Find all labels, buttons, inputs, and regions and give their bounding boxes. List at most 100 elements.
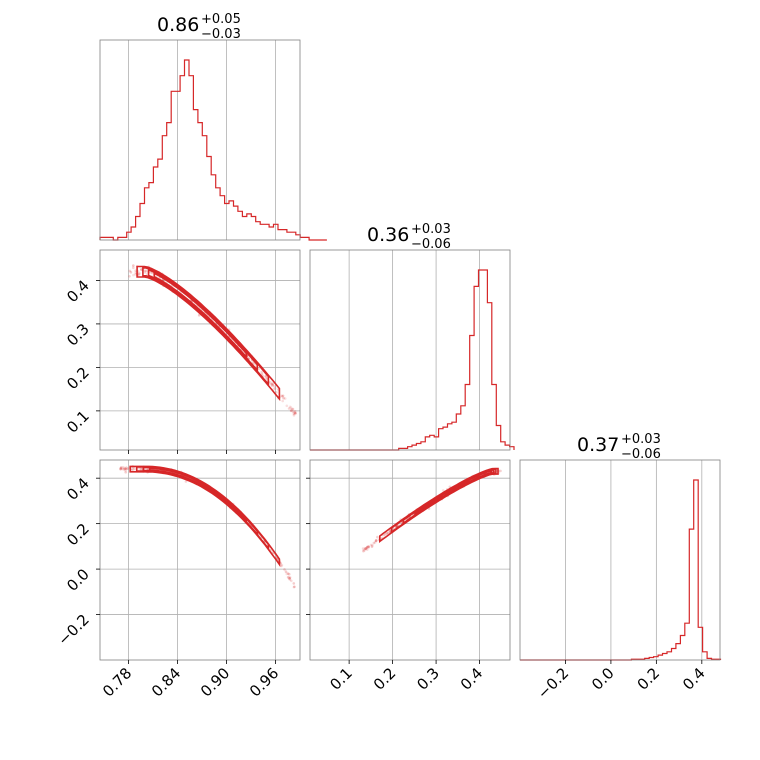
- sample-point: [293, 411, 297, 415]
- sample-point: [123, 468, 126, 471]
- sample-point: [271, 383, 275, 387]
- sample-point: [283, 568, 286, 571]
- title-2-plus: +0.03: [621, 432, 661, 447]
- sample-point: [287, 572, 291, 576]
- sample-point: [271, 382, 274, 386]
- sample-point: [121, 467, 125, 471]
- sample-point: [260, 372, 264, 376]
- sample-point: [292, 582, 296, 585]
- data-layer: [99, 59, 722, 661]
- sample-point: [137, 273, 141, 276]
- xtick-label-0-1: 0.84: [148, 664, 184, 700]
- panel-2_1-frame: [309, 459, 511, 661]
- sample-point: [197, 313, 201, 317]
- sample-point: [364, 547, 367, 550]
- xtick-label-1-0: 0.1: [326, 664, 356, 694]
- sample-point: [126, 467, 129, 471]
- contour-level-0: [149, 467, 248, 524]
- sample-point: [132, 266, 135, 270]
- ytick-label-2-2: 0.2: [63, 520, 93, 550]
- sample-point: [270, 384, 274, 388]
- sample-point: [367, 545, 370, 548]
- sample-point: [362, 550, 365, 553]
- contour-level-3: [379, 467, 499, 544]
- histogram-0: [99, 59, 327, 241]
- sample-point: [374, 539, 378, 542]
- sample-point: [385, 532, 388, 535]
- sample-point: [264, 375, 267, 378]
- title-0-minus: −0.03: [201, 27, 241, 42]
- contour-level-2: [142, 266, 270, 387]
- ytick-label-1-1: 0.2: [63, 363, 93, 393]
- sample-point: [386, 531, 390, 535]
- title-1-median: 0.36: [367, 224, 409, 246]
- xtick-label-1-3: 0.4: [457, 664, 487, 694]
- xtick-label-0-2: 0.90: [197, 664, 233, 700]
- sample-point: [280, 394, 283, 398]
- sample-point: [260, 370, 263, 374]
- sample-point: [290, 579, 293, 583]
- sample-point: [123, 467, 127, 471]
- xtick-label-2-1: 0.0: [588, 664, 618, 694]
- sample-point: [366, 545, 369, 549]
- panel-1_0-frame: [99, 249, 301, 451]
- title-2-median: 0.37: [577, 434, 619, 456]
- sample-point: [288, 405, 292, 409]
- sample-point: [284, 570, 288, 573]
- sample-point: [131, 468, 135, 471]
- sample-point: [281, 399, 285, 403]
- sample-point: [374, 539, 378, 542]
- sample-point: [133, 467, 136, 471]
- sample-point: [287, 576, 290, 579]
- sample-point: [293, 410, 297, 413]
- xtick-label-2-3: 0.4: [679, 664, 709, 694]
- sample-point: [129, 271, 133, 274]
- sample-point: [367, 545, 370, 548]
- sample-point: [265, 376, 269, 380]
- sample-point: [119, 466, 123, 469]
- sample-point: [293, 585, 296, 589]
- sample-point: [287, 407, 291, 410]
- ytick-label-2-1: 0.0: [63, 565, 93, 595]
- histogram-0-frame: [99, 39, 301, 241]
- sample-point: [132, 273, 135, 277]
- sample-point: [370, 545, 374, 548]
- xtick-label-2-0: −0.2: [534, 664, 572, 702]
- sample-point: [367, 546, 371, 549]
- sample-point: [292, 412, 296, 416]
- sample-point: [125, 467, 128, 471]
- contour-level-2: [135, 466, 270, 551]
- sample-point: [291, 407, 295, 411]
- sample-point: [294, 412, 297, 415]
- sample-point: [288, 577, 291, 580]
- sample-point: [499, 469, 502, 473]
- sample-point: [144, 269, 147, 273]
- sample-point: [371, 544, 374, 547]
- sample-point: [132, 264, 135, 267]
- sample-point: [373, 541, 377, 544]
- panel-1_0: [128, 264, 297, 417]
- title-2-minus: −0.06: [621, 447, 661, 462]
- ytick-label-1-2: 0.3: [63, 320, 93, 350]
- sample-point: [363, 547, 367, 551]
- xtick-label-1-2: 0.3: [413, 664, 443, 694]
- contour-level-3: [136, 265, 281, 402]
- sample-point: [252, 362, 255, 365]
- sample-point: [123, 466, 126, 470]
- sample-point: [365, 548, 369, 551]
- sample-point: [288, 578, 292, 581]
- sample-point: [128, 275, 131, 278]
- sample-point: [280, 563, 284, 567]
- ytick-label-1-0: 0.1: [63, 407, 93, 437]
- sample-point: [269, 381, 272, 384]
- sample-point: [369, 543, 373, 547]
- sample-point: [120, 467, 124, 471]
- sample-point: [119, 466, 123, 470]
- sample-point: [388, 530, 392, 533]
- sample-point: [124, 470, 127, 474]
- sample-point: [275, 391, 278, 394]
- panel-2_0-frame: [99, 459, 301, 661]
- sample-point: [281, 395, 284, 398]
- sample-point: [119, 468, 122, 471]
